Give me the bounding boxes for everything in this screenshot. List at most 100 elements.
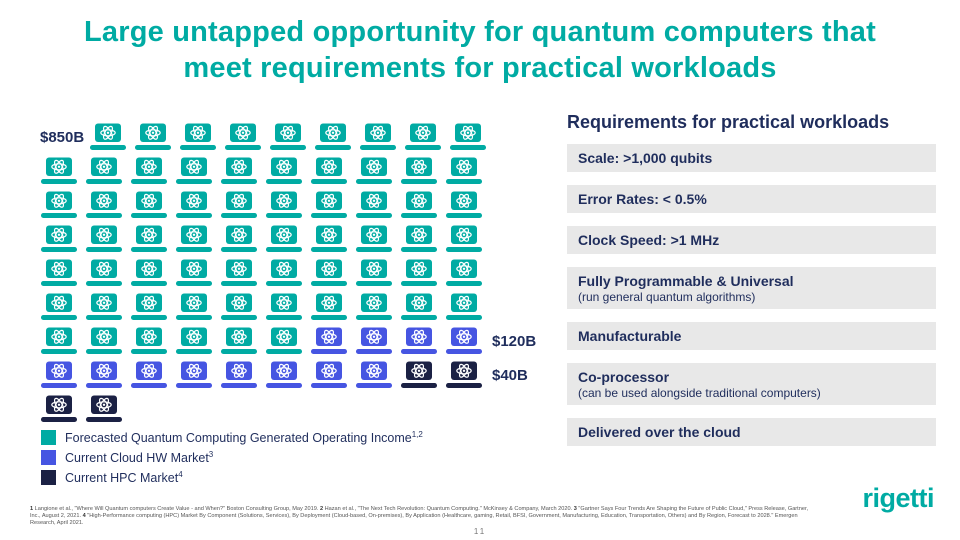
laptop-atom-icon xyxy=(310,361,348,389)
footnote-text: "High-Performance computing (HPC) Market… xyxy=(30,513,798,526)
laptop-atom-icon xyxy=(175,259,213,287)
legend-swatch xyxy=(41,430,56,445)
laptop-atom-icon xyxy=(40,327,78,355)
pictogram-row xyxy=(40,157,536,185)
footnote-number: 2 xyxy=(319,506,325,512)
laptop-atom-icon xyxy=(85,191,123,219)
laptop-atom-icon xyxy=(220,293,258,321)
legend-item: Current Cloud HW Market3 xyxy=(41,450,423,465)
laptop-atom-icon xyxy=(265,225,303,253)
laptop-atom-icon xyxy=(400,361,438,389)
requirement-title: Error Rates: < 0.5% xyxy=(578,190,707,207)
pictogram-row xyxy=(40,191,536,219)
legend-footnote-ref: 1,2 xyxy=(411,429,423,439)
laptop-atom-icon xyxy=(400,191,438,219)
laptop-atom-icon xyxy=(449,123,487,151)
footnote-text: Langione et al., "Where Will Quantum com… xyxy=(34,506,320,512)
laptop-atom-icon xyxy=(265,361,303,389)
laptop-atom-icon xyxy=(265,259,303,287)
laptop-atom-icon xyxy=(220,327,258,355)
laptop-atom-icon xyxy=(85,157,123,185)
legend-item: Current HPC Market4 xyxy=(41,470,423,485)
laptop-atom-icon xyxy=(355,293,393,321)
laptop-atom-icon xyxy=(220,157,258,185)
market-pictogram-chart: $850B $120B $40B xyxy=(40,123,536,429)
laptop-atom-icon xyxy=(175,327,213,355)
laptop-atom-icon xyxy=(220,361,258,389)
laptop-atom-icon xyxy=(130,327,168,355)
requirement-title: Co-processor xyxy=(578,368,670,385)
laptop-atom-icon xyxy=(404,123,442,151)
laptop-atom-icon xyxy=(40,157,78,185)
laptop-atom-icon xyxy=(445,225,483,253)
requirement-box: Fully Programmable & Universal (run gener… xyxy=(567,267,936,309)
requirement-subtitle: (run general quantum algorithms) xyxy=(578,289,756,304)
laptop-atom-icon xyxy=(400,259,438,287)
laptop-atom-icon xyxy=(85,225,123,253)
laptop-atom-icon xyxy=(85,361,123,389)
requirement-box: Error Rates: < 0.5% xyxy=(567,185,936,213)
laptop-atom-icon xyxy=(310,157,348,185)
laptop-atom-icon xyxy=(40,395,78,423)
laptop-atom-icon xyxy=(355,225,393,253)
laptop-atom-icon xyxy=(400,327,438,355)
requirement-box: Clock Speed: >1 MHz xyxy=(567,226,936,254)
laptop-atom-icon xyxy=(265,157,303,185)
laptop-atom-icon xyxy=(175,293,213,321)
laptop-atom-icon xyxy=(220,191,258,219)
rigetti-logo: rigetti xyxy=(862,483,934,513)
requirements-panel: Requirements for practical workloads Sca… xyxy=(567,112,936,459)
requirement-box: Delivered over the cloud xyxy=(567,418,936,446)
requirements-list: Scale: >1,000 qubits Error Rates: < 0.5% C… xyxy=(567,144,936,446)
requirement-title: Scale: >1,000 qubits xyxy=(578,149,713,166)
laptop-atom-icon xyxy=(175,361,213,389)
laptop-atom-icon xyxy=(265,327,303,355)
chart-legend: Forecasted Quantum Computing Generated O… xyxy=(41,430,423,490)
footnote-text: "Gartner Says Four Trends Are Shaping th… xyxy=(30,506,809,519)
value-label: $40B xyxy=(492,366,528,384)
pictogram-row xyxy=(40,225,536,253)
laptop-atom-icon xyxy=(130,191,168,219)
laptop-atom-icon xyxy=(134,123,172,151)
laptop-atom-icon xyxy=(310,191,348,219)
laptop-atom-icon xyxy=(85,327,123,355)
pictogram-row: $850B xyxy=(40,123,536,151)
pictogram-row: $40B xyxy=(40,361,536,389)
pictogram-row xyxy=(40,395,536,423)
pictogram-row: $120B xyxy=(40,327,536,355)
laptop-atom-icon xyxy=(224,123,262,151)
requirement-title: Manufacturable xyxy=(578,327,682,344)
requirement-title: Delivered over the cloud xyxy=(578,423,741,440)
laptop-atom-icon xyxy=(314,123,352,151)
laptop-atom-icon xyxy=(175,157,213,185)
laptop-atom-icon xyxy=(130,225,168,253)
laptop-atom-icon xyxy=(310,293,348,321)
requirement-title: Fully Programmable & Universal xyxy=(578,272,794,289)
legend-footnote-ref: 4 xyxy=(178,469,183,479)
requirements-header: Requirements for practical workloads xyxy=(567,112,890,132)
title-line-2: meet requirements for practical workload… xyxy=(183,52,777,84)
laptop-atom-icon xyxy=(400,225,438,253)
requirement-title: Clock Speed: >1 MHz xyxy=(578,231,720,248)
laptop-atom-icon xyxy=(130,157,168,185)
requirement-box: Co-processor (can be used alongside tradi… xyxy=(567,363,936,405)
title-line-1: Large untapped opportunity for quantum c… xyxy=(84,16,876,48)
legend-label: Current Cloud HW Market3 xyxy=(65,449,214,465)
footnote: 1 Langione et al., "Where Will Quantum c… xyxy=(30,506,814,527)
value-label: $850B xyxy=(40,128,85,146)
laptop-atom-icon xyxy=(130,259,168,287)
laptop-atom-icon xyxy=(400,293,438,321)
pictogram-row xyxy=(40,293,536,321)
laptop-atom-icon xyxy=(355,259,393,287)
laptop-atom-icon xyxy=(310,225,348,253)
footnote-number: 4 xyxy=(82,513,88,519)
laptop-atom-icon xyxy=(445,191,483,219)
legend-label: Current HPC Market4 xyxy=(65,469,183,485)
footnote-number: 3 xyxy=(573,506,579,512)
pictogram-row xyxy=(40,259,536,287)
laptop-atom-icon xyxy=(130,361,168,389)
laptop-atom-icon xyxy=(85,259,123,287)
laptop-atom-icon xyxy=(310,327,348,355)
laptop-atom-icon xyxy=(179,123,217,151)
